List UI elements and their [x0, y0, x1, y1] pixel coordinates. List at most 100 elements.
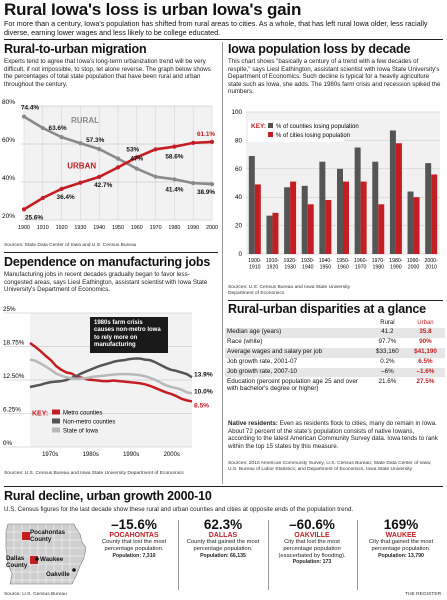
point-label: 41.4%	[165, 186, 183, 193]
bar-cities	[290, 181, 297, 254]
y-tick-label: 100	[231, 109, 242, 116]
bar-cities	[395, 143, 402, 254]
x-tick-label: 1970s	[42, 452, 58, 458]
fact-pop: Population: 173	[292, 559, 332, 566]
bar-counties	[337, 168, 343, 254]
legend-label-cities: % of cities losing population	[276, 133, 350, 139]
end-label: 8.5%	[194, 402, 209, 409]
disparities-title: Rural-urban disparities at a glance	[228, 302, 426, 316]
series-label-rural: RURAL	[71, 116, 99, 125]
map-label-pocahontas: Pocahontas County	[30, 529, 66, 543]
row-label: Average wages and salary per job	[225, 347, 369, 358]
x-tick-label: 1950	[112, 225, 124, 231]
x-tick-label: 1940-	[319, 258, 333, 264]
point-label: 47%	[130, 156, 143, 163]
table-row: Education (percent population age 25 and…	[225, 377, 445, 394]
bar-counties	[354, 147, 361, 254]
x-tick-label: 1960	[131, 225, 143, 231]
fact-desc: City that lost the most percentage popul…	[278, 539, 346, 559]
rural-urban-grid	[21, 105, 213, 221]
native-residents-note: Native residents: Even as residents floc…	[228, 420, 442, 450]
x-tick-label: 1920-	[283, 258, 297, 264]
x-tick-label: 1950-	[336, 258, 350, 264]
bar-cities	[325, 200, 332, 254]
point-label: 63.6%	[49, 125, 67, 132]
x-tick-label: 1980	[168, 225, 180, 231]
table-row: Job growth rate, 2007-10 –6% –1.6%	[225, 367, 445, 378]
x-tick-label: 2000s	[164, 452, 180, 458]
page-title: Rural Iowa's loss is urban Iowa's gain	[4, 0, 302, 19]
right-divider-1	[228, 300, 443, 301]
header-divider	[4, 39, 443, 40]
x-tick-label: 1950	[320, 265, 332, 271]
fact-desc: City that gained the most percentage pop…	[368, 539, 434, 552]
data-point	[115, 165, 121, 170]
series-line	[29, 357, 193, 389]
fact-pop: Population: 66,135	[200, 552, 246, 559]
row-label: Education (percent population age 25 and…	[227, 377, 358, 392]
fact-desc: County that lost the most percentage pop…	[101, 539, 167, 552]
legend-label-counties: % of counties losing population	[276, 124, 359, 130]
y-tick-label: 40	[235, 194, 243, 201]
bar-cities	[254, 184, 261, 254]
y-tick-label: 6.25%	[3, 407, 21, 414]
rural-value: –6%	[368, 367, 406, 378]
fact-pct: –60.6%	[289, 517, 335, 532]
point-label: 53%	[126, 146, 139, 153]
y-tick-label: 80%	[2, 99, 15, 106]
fact-divider-1	[178, 520, 179, 590]
loss-body: This chart shows "basically a century of…	[228, 58, 441, 96]
x-tick-label: 1910	[37, 225, 49, 231]
fact-divider-2	[268, 520, 269, 590]
rural-value: 97.7%	[378, 338, 397, 346]
urban-value: $41,190	[405, 347, 445, 358]
fact-oakville: –60.6% OAKVILLE City that lost the most …	[270, 517, 354, 565]
data-point	[78, 141, 83, 146]
legend-swatch-counties	[268, 123, 273, 128]
decline-source: Source: U.S. Census Bureau	[4, 592, 67, 597]
table-row: Median age (years) 41.2 35.8	[225, 327, 445, 338]
note-lead: Native residents:	[228, 420, 278, 427]
bar-counties	[407, 191, 414, 254]
x-tick-label: 2000-	[425, 258, 439, 264]
bar-counties	[372, 161, 379, 254]
table-row: Average wages and salary per job $33,160…	[225, 347, 445, 358]
fact-name: DALLAS	[208, 532, 238, 539]
rural-urban-chart: 74.4% 63.6% 57.3% 47% 41.4% 38.9% 25.6% 36.4% 42…	[2, 99, 218, 231]
data-point	[21, 207, 27, 212]
series-line	[29, 342, 193, 403]
manufacturing-title: Dependence on manufacturing jobs	[4, 255, 211, 269]
manufacturing-end-labels: 13.9% 10.0% 8.5%	[194, 371, 213, 409]
data-point	[209, 139, 215, 145]
bar-cities	[343, 181, 349, 254]
y-tick-label: 25%	[3, 306, 16, 313]
col-rural-header: Rural	[380, 319, 395, 326]
fact-pop: Population: 7,310	[112, 552, 156, 559]
left-divider-1	[4, 252, 218, 253]
y-tick-label: 12.50%	[3, 373, 25, 380]
y-tick-label: 60	[235, 166, 243, 173]
y-tick-label: 0%	[3, 440, 13, 447]
bar-counties	[425, 163, 432, 254]
bar-counties	[389, 130, 396, 254]
x-tick-label: 1980s	[83, 452, 99, 458]
bar-cities	[272, 212, 279, 254]
column-divider	[222, 42, 223, 484]
manufacturing-lines	[29, 342, 193, 403]
bar-cities	[307, 204, 314, 254]
data-point	[172, 177, 177, 182]
y-tick-label: 20%	[2, 213, 15, 220]
data-point	[21, 114, 27, 119]
map-label-oakville: Oakville	[46, 571, 70, 578]
x-tick-label: 1980	[372, 265, 384, 271]
disparities-table: Rural Urban Median age (years) 41.2 35.8…	[225, 318, 445, 394]
fact-waukee: 169% WAUKEE City that gained the most pe…	[359, 517, 443, 559]
series-line	[29, 358, 193, 395]
manufacturing-legend: KEY: Metro counties Non-metro counties Stat…	[32, 409, 115, 435]
urban-value: 35.8	[405, 327, 445, 338]
bar-counties	[248, 156, 255, 254]
map-label-waukee: Waukee	[40, 556, 64, 563]
row-label: Median age (years)	[225, 327, 369, 338]
x-tick-label: 2000	[206, 225, 218, 231]
fact-pct: 62.3%	[203, 517, 243, 532]
